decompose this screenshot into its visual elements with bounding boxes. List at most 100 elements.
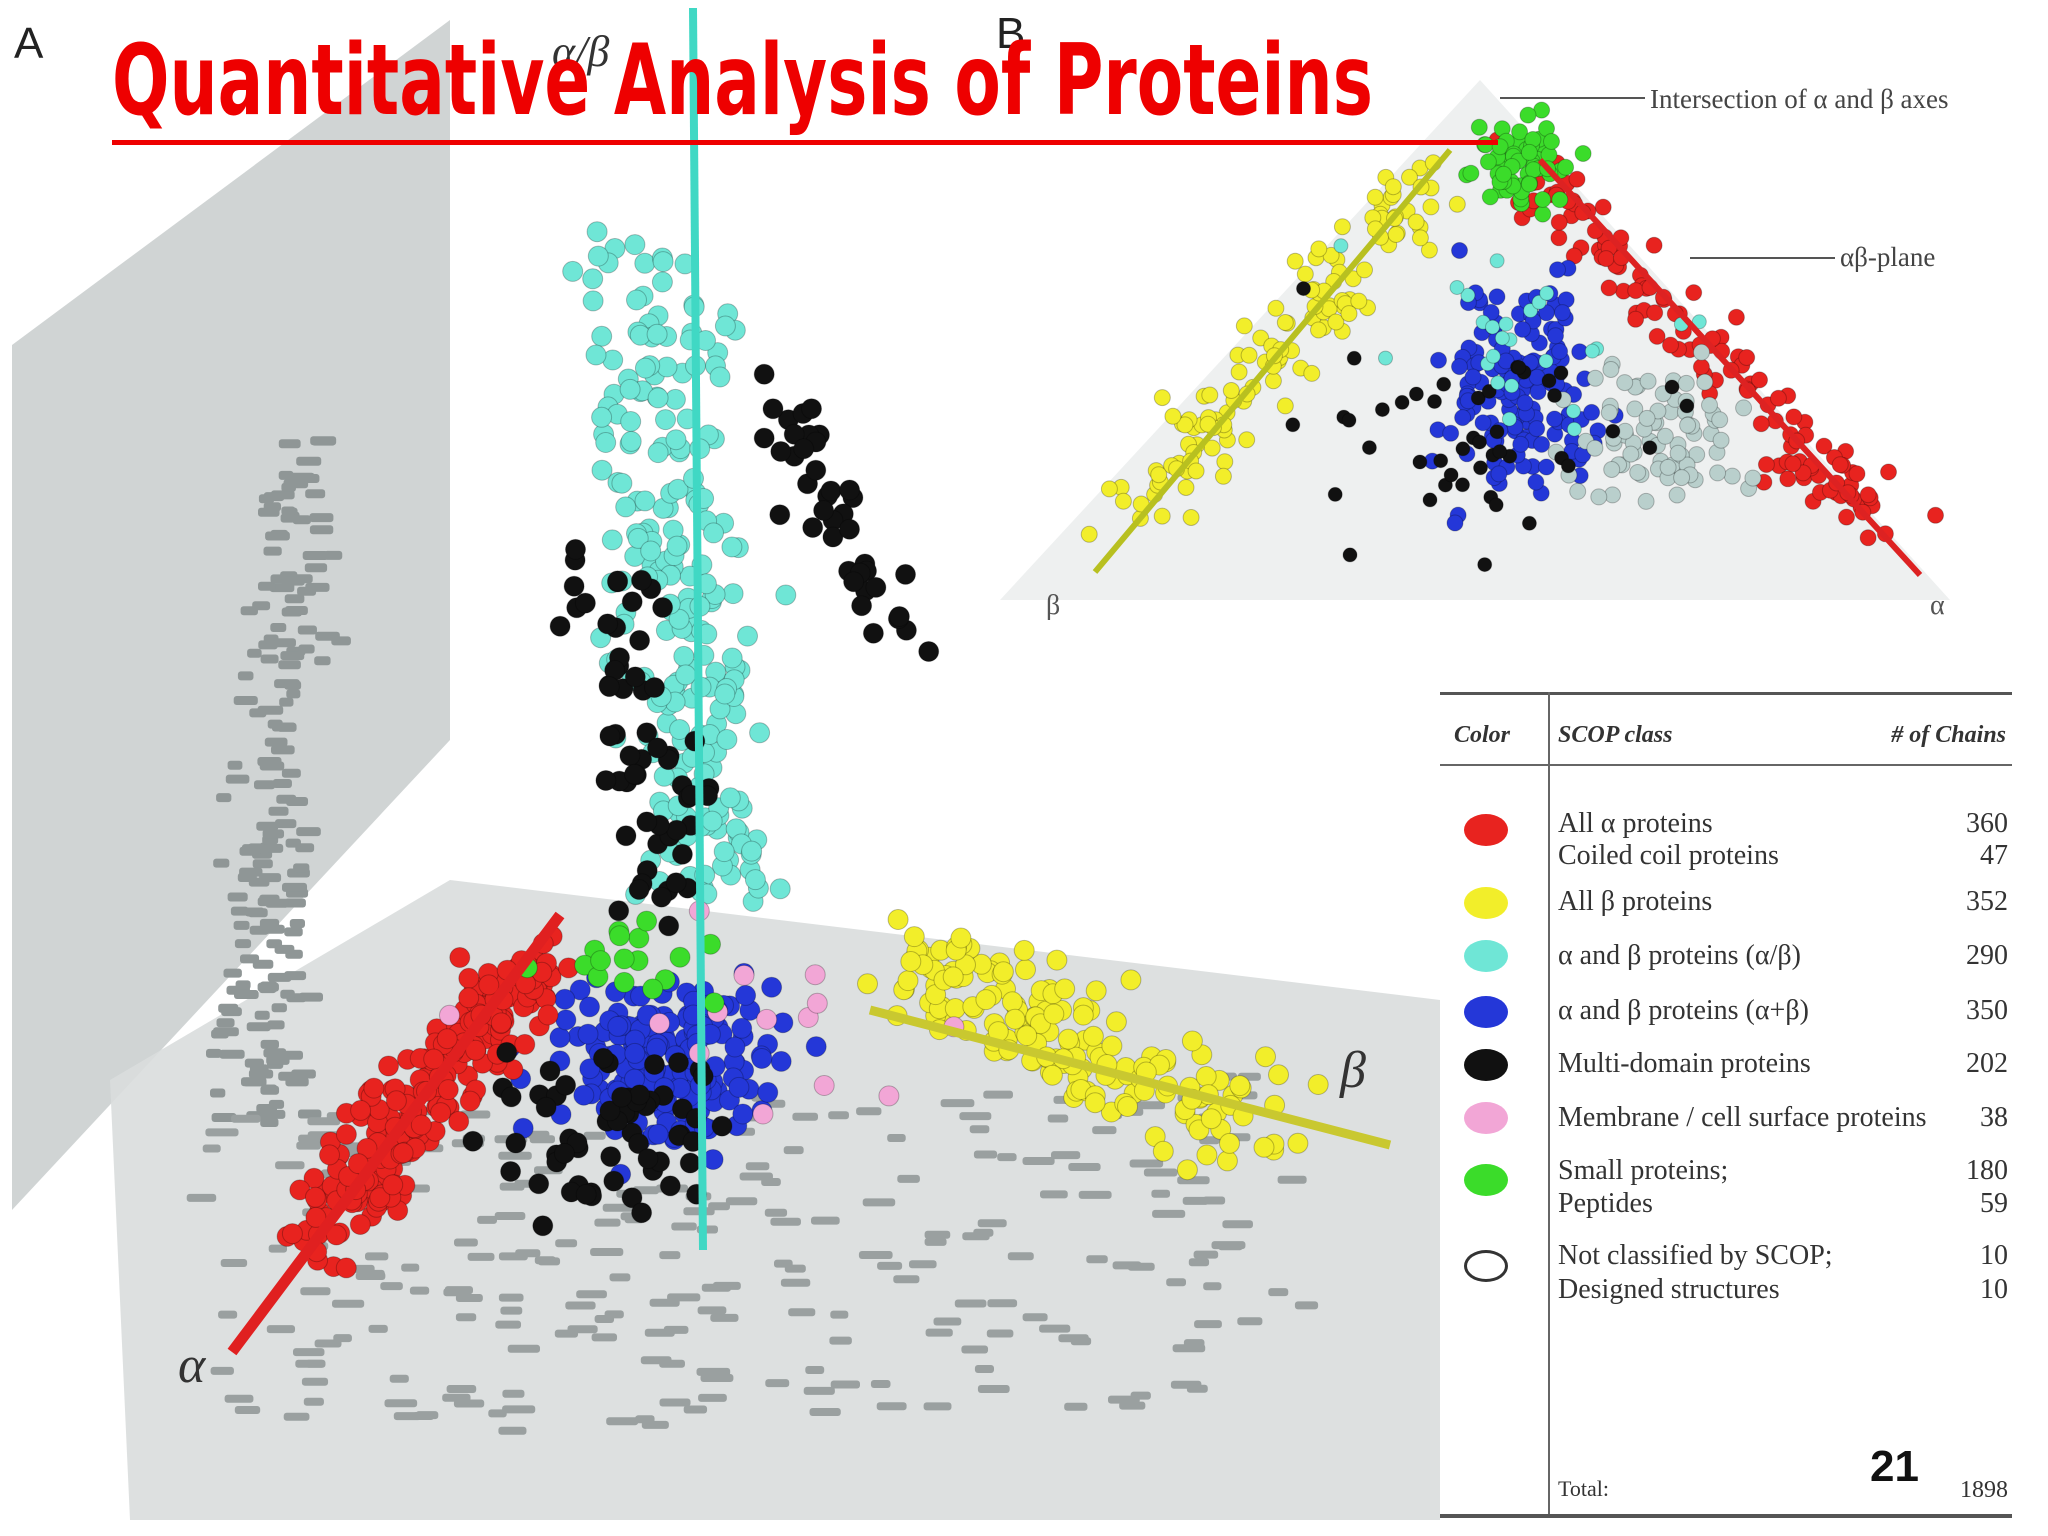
alpha-point	[423, 1048, 445, 1070]
legend-chain-count: 290	[1966, 940, 2008, 971]
alpha-plus-beta-point	[1474, 414, 1492, 432]
floor-shadow-mark	[231, 1114, 261, 1123]
beta-point	[1153, 389, 1171, 407]
floor-shadow-mark	[460, 1110, 491, 1119]
wall-shadow-mark	[284, 680, 302, 690]
floor-shadow-mark	[1268, 1288, 1289, 1297]
wall-shadow-mark	[299, 992, 323, 1002]
beta-point	[1187, 462, 1205, 480]
wall-shadow-mark	[211, 1029, 229, 1039]
multi-domain-point	[651, 886, 672, 908]
floor-shadow-mark	[923, 1402, 952, 1411]
beta-point	[1287, 1132, 1309, 1154]
alpha-beta-point	[1584, 343, 1600, 359]
beta-point	[1276, 397, 1294, 415]
alpha-plus-beta-point	[1446, 514, 1464, 532]
alpha-beta-point	[1539, 285, 1555, 301]
wall-shadow-mark	[281, 482, 296, 492]
multi-domain-point	[1361, 440, 1377, 456]
floor-shadow-mark	[314, 1339, 342, 1348]
floor-shadow-mark	[725, 1197, 758, 1206]
multi-domain-point	[671, 843, 693, 865]
alpha-point	[363, 1077, 385, 1099]
panel-b-beta-axis	[1092, 148, 1453, 574]
multi-domain-point	[621, 1187, 643, 1209]
alpha-point	[1757, 456, 1775, 473]
multi-domain-point	[1477, 557, 1493, 573]
alpha-beta-point	[1600, 404, 1618, 422]
alpha-beta-point	[1668, 486, 1686, 504]
floor-shadow-mark	[698, 1393, 727, 1402]
beta-point	[1422, 198, 1440, 216]
legend-header-rule	[1440, 764, 2012, 766]
alpha-plus-beta-point	[731, 1017, 753, 1039]
beta-point	[1340, 305, 1358, 323]
wall-shadow-mark	[213, 858, 230, 868]
multi-domain-point	[1664, 379, 1680, 395]
legend-bottom-rule	[1440, 1514, 2012, 1518]
alpha-plus-beta-point	[573, 1084, 595, 1106]
floor-shadow-mark	[507, 1344, 541, 1353]
membrane-point	[733, 964, 755, 986]
wall-shadow-mark	[267, 1020, 285, 1030]
multi-domain-point	[1342, 547, 1358, 563]
wall-shadow-mark	[216, 1018, 235, 1028]
alpha-beta-point	[1333, 238, 1349, 254]
alpha-beta-point	[582, 268, 604, 290]
panel-a-alpha-beta-axis	[689, 7, 707, 1251]
multi-domain-point	[595, 770, 617, 791]
floor-shadow-mark	[594, 1218, 621, 1227]
floor-shadow-mark	[500, 1306, 523, 1315]
small-protein-point	[642, 978, 664, 1000]
alpha-beta-point	[1622, 445, 1640, 463]
beta-point	[1164, 407, 1182, 425]
alpha-beta-point	[673, 645, 695, 667]
beta-point	[1016, 1025, 1038, 1047]
floor-shadow-mark	[987, 1299, 1018, 1308]
multi-domain-point	[801, 398, 822, 420]
wall-shadow-mark	[284, 971, 307, 981]
alpha-beta-point	[582, 290, 604, 312]
alpha-beta-point	[709, 366, 731, 388]
legend-header-class: SCOP class	[1558, 722, 1673, 748]
alpha-plus-beta-point	[549, 1027, 571, 1048]
multi-domain-point	[770, 441, 792, 462]
alpha-plus-beta-point	[751, 1048, 773, 1069]
multi-domain-point	[1285, 417, 1301, 433]
wall-shadow-mark	[268, 1099, 285, 1109]
wall-shadow-mark	[271, 745, 295, 755]
multi-domain-point	[628, 1133, 649, 1155]
alpha-point	[437, 1079, 459, 1101]
floor-shadow-mark	[1166, 1278, 1187, 1287]
floor-shadow-mark	[365, 1252, 389, 1261]
alpha-beta-point	[1691, 314, 1707, 330]
floor-shadow-mark	[268, 1244, 288, 1253]
beta-point	[1216, 1150, 1238, 1172]
multi-domain-point	[843, 571, 865, 593]
alpha-plus-beta-point	[1533, 435, 1551, 453]
alpha-point	[1692, 358, 1710, 376]
multi-domain-point	[535, 1096, 557, 1118]
wall-shadow-mark	[259, 924, 285, 934]
multi-domain-point	[624, 763, 645, 785]
alpha-point	[369, 1187, 391, 1209]
multi-domain-point	[659, 1175, 681, 1197]
multi-domain-point	[1541, 373, 1557, 389]
alpha-point	[350, 1099, 372, 1121]
wall-shadow-mark	[289, 919, 305, 928]
wall-shadow-mark	[206, 1048, 222, 1058]
beta-point	[1387, 226, 1405, 243]
floor-shadow-mark	[659, 1251, 681, 1260]
multi-domain-point	[822, 526, 844, 548]
beta-point	[1041, 1064, 1063, 1086]
floor-shadow-mark	[803, 1386, 835, 1395]
membrane-point	[649, 1012, 670, 1034]
floor-shadow-mark	[1051, 1151, 1081, 1160]
legend-class-label: Not classified by SCOP;	[1558, 1240, 1833, 1271]
wall-shadow-mark	[274, 944, 295, 954]
alpha-point	[449, 947, 471, 968]
membrane-point	[804, 964, 826, 986]
small-protein-point	[669, 946, 691, 968]
floor-shadow-mark	[1218, 1242, 1243, 1251]
